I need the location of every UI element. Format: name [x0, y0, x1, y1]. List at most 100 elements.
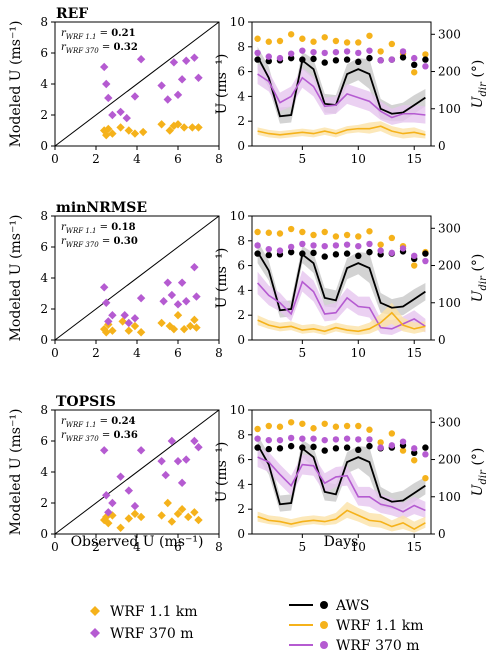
- y-tick-label: 2: [40, 302, 48, 316]
- ts-ylabel: U (ms⁻¹): [214, 442, 230, 503]
- wrf11-point: [130, 321, 140, 331]
- y-tick-label: 8: [237, 428, 245, 442]
- wrf370-point: [177, 478, 187, 488]
- wrf11-dir-point: [366, 228, 373, 235]
- wrf370-dir-point: [310, 48, 317, 56]
- wrf11-point: [157, 511, 166, 520]
- wrf11-dir-point: [343, 39, 351, 46]
- wrf370-point: [167, 290, 177, 300]
- wrf370-point: [108, 498, 117, 508]
- x-tick-label: 6: [174, 346, 182, 360]
- wrf11-point: [102, 512, 111, 522]
- aws-dir-point: [265, 251, 272, 259]
- wrf11-point: [179, 324, 189, 334]
- wrf370-point: [104, 508, 113, 517]
- wrf11-speed-line: [257, 125, 426, 136]
- wrf370-dir-point: [287, 243, 295, 251]
- wrf11-point: [157, 120, 166, 129]
- wrf370-point: [161, 470, 170, 480]
- y-tick-label: 0: [40, 333, 48, 347]
- y-tick-label: 6: [40, 434, 48, 448]
- y-tick-label: 6: [237, 259, 245, 273]
- wrf370-point: [182, 455, 191, 464]
- wrf370-dir-point: [343, 241, 351, 248]
- wrf370-dir-point: [276, 436, 284, 444]
- wrf370-dir-point: [265, 245, 272, 253]
- x-tick-label: 2: [92, 152, 100, 166]
- timeseries-frame: [251, 409, 432, 535]
- wrf370-dir-point: [399, 48, 407, 55]
- wrf370-point: [190, 53, 199, 62]
- aws-dir-point: [343, 250, 351, 257]
- wrf370-dir-point: [399, 438, 407, 445]
- wrf11-band: [257, 302, 426, 336]
- aws-dir-point: [299, 444, 306, 451]
- y-tick-label: 6: [237, 65, 245, 79]
- wrf370-dir-point: [355, 49, 362, 57]
- wrf370-dir-point: [388, 442, 396, 449]
- y-tick-label: 0: [40, 139, 48, 153]
- aws-dir-point: [355, 446, 362, 454]
- wrf11-point: [108, 511, 117, 520]
- y-tick-label: 2: [237, 502, 245, 516]
- wrf370-dir-point: [366, 240, 373, 248]
- wrf11-dir-point: [411, 262, 418, 269]
- ts-ylabel2: Udir (°): [470, 254, 489, 303]
- wrf11-dir-point: [321, 228, 328, 236]
- wrf370-dir-point: [399, 245, 407, 252]
- y-tick-label: 8: [237, 40, 245, 54]
- wrf370-point: [177, 278, 187, 287]
- wrf370-point: [136, 293, 146, 303]
- wrf11-point: [165, 126, 174, 135]
- wrf370-dir-point: [310, 242, 317, 249]
- legend-marker-wrf11: [90, 606, 100, 616]
- y-tick-label: 8: [40, 403, 48, 417]
- r-annotation: rWRF 370 = 0.30: [61, 236, 138, 249]
- y2-tick-label: 100: [438, 296, 461, 310]
- y-tick-label: 2: [40, 108, 48, 122]
- aws-dir-point: [276, 445, 284, 452]
- wrf11-point: [163, 498, 172, 508]
- wrf370-dir-point: [377, 247, 384, 254]
- r-annotation: rWRF 1.1 = 0.24: [61, 416, 136, 429]
- wrf370-dir-point: [321, 49, 328, 57]
- y-tick-label: 6: [40, 46, 48, 60]
- wrf370-point: [167, 436, 177, 446]
- x-tick-label: 8: [215, 152, 223, 166]
- wrf370-dir-point: [321, 242, 328, 250]
- aws-dir-point: [422, 250, 429, 257]
- ts-ylabel2: Udir (°): [470, 448, 489, 497]
- y-tick-label: 10: [230, 403, 245, 417]
- y-tick-label: 4: [40, 77, 48, 91]
- wrf11-point: [167, 517, 177, 526]
- wrf370-point: [100, 283, 109, 292]
- wrf370-dir-point: [422, 63, 429, 70]
- wrf370-point: [124, 486, 133, 495]
- y-tick-label: 6: [237, 453, 245, 467]
- wrf370-dir-point: [310, 435, 317, 442]
- aws-dir-point: [411, 449, 418, 457]
- aws-dir-point: [422, 56, 429, 63]
- wrf370-dir-point: [287, 434, 295, 442]
- legend-label: WRF 370 m: [336, 638, 420, 654]
- wrf370-point: [182, 56, 191, 65]
- ts-ylabel: U (ms⁻¹): [214, 248, 230, 309]
- y-tick-label: 4: [237, 477, 245, 491]
- wrf370-dir-point: [299, 240, 306, 248]
- wrf370-point: [100, 446, 109, 455]
- x-tick-label: 5: [299, 346, 307, 360]
- r-annotation: rWRF 1.1 = 0.21: [61, 28, 136, 41]
- wrf370-point: [108, 110, 117, 120]
- wrf370-point: [163, 95, 172, 104]
- wrf11-point: [192, 323, 201, 332]
- wrf370-speed-line: [256, 280, 426, 330]
- wrf370-point: [192, 292, 201, 301]
- ts-ylabel2: Udir (°): [470, 60, 489, 109]
- aws-dir-point: [366, 54, 373, 62]
- wrf11-point: [177, 505, 187, 514]
- wrf11-point: [186, 321, 195, 331]
- wrf11-dir-point: [287, 225, 295, 233]
- wrf370-dir-point: [299, 47, 306, 54]
